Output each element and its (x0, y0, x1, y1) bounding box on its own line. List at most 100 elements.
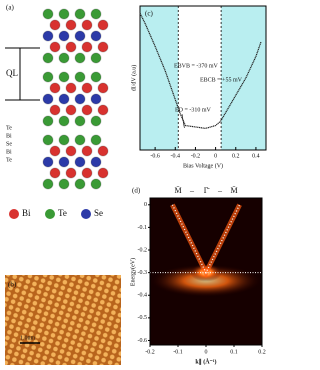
y-tick-label: -0.6 (138, 338, 148, 344)
atom (65, 145, 77, 157)
atom (90, 30, 102, 42)
y-tick-label: -0.4 (138, 293, 148, 299)
x-tick-label: 0 (214, 153, 217, 159)
atom (90, 115, 102, 127)
annotation: ED = -310 mV (175, 107, 212, 113)
atom (49, 104, 61, 116)
atom (81, 82, 93, 94)
top-label: – (189, 186, 195, 195)
y-tick-label: -0.5 (138, 315, 148, 321)
atom (42, 115, 54, 127)
atom (49, 82, 61, 94)
atom (49, 41, 61, 53)
atom (49, 19, 61, 31)
legend-swatch (9, 209, 19, 219)
atom (97, 104, 109, 116)
atom (81, 145, 93, 157)
x-tick-label: -0.2 (191, 153, 201, 159)
atom (49, 167, 61, 179)
atom (97, 82, 109, 94)
atom (42, 156, 54, 168)
y-tick-label: 0 (144, 202, 147, 208)
atom (65, 19, 77, 31)
atom (42, 71, 54, 83)
atom (74, 178, 86, 190)
x-tick-label: 0.1 (230, 349, 238, 355)
atom (81, 19, 93, 31)
x-tick-label: 0.2 (258, 349, 266, 355)
atom (42, 30, 54, 42)
atom (58, 178, 70, 190)
atom (42, 52, 54, 64)
atom (42, 93, 54, 105)
atom (81, 41, 93, 53)
atom (58, 115, 70, 127)
atom (58, 30, 70, 42)
atom (74, 156, 86, 168)
atom (90, 134, 102, 146)
atom (49, 145, 61, 157)
dirac-cone (171, 204, 241, 275)
atom (58, 134, 70, 146)
legend-swatch (81, 209, 91, 219)
atom (65, 82, 77, 94)
x-tick-label: -0.4 (171, 153, 181, 159)
legend-label: Te (58, 208, 67, 218)
atom (74, 134, 86, 146)
x-axis-label: Bias Voltage (V) (183, 162, 223, 169)
annotation: EBCB = +55 mV (200, 77, 243, 83)
atom (42, 178, 54, 190)
top-label: M̄ (230, 186, 237, 195)
atom (58, 93, 70, 105)
layer-label: Bi (6, 149, 12, 155)
layer-label: Te (6, 157, 12, 163)
y-axis-label: dI/dV (a.u) (130, 65, 137, 92)
atom (74, 71, 86, 83)
curve (139, 12, 262, 130)
atom (74, 52, 86, 64)
x-tick-label: 0.4 (252, 153, 260, 159)
annotation: EBVB = -370 mV (174, 63, 219, 69)
panel-label: (d) (132, 187, 141, 195)
atom (58, 156, 70, 168)
x-tick-label: 0.2 (232, 153, 240, 159)
atom (97, 41, 109, 53)
atom (58, 52, 70, 64)
panel-label: (b) (8, 281, 17, 289)
atom (65, 41, 77, 53)
atom (97, 19, 109, 31)
shade (140, 6, 179, 150)
x-tick-label: 0 (205, 349, 208, 355)
layer-label: Se (6, 141, 12, 147)
legend-label: Bi (22, 208, 31, 218)
top-label: M̄ (174, 186, 181, 195)
atom (90, 8, 102, 20)
top-label: – (217, 186, 223, 195)
atom (90, 178, 102, 190)
atom (97, 145, 109, 157)
atom (90, 52, 102, 64)
legend-label: Se (94, 208, 103, 218)
atom (97, 167, 109, 179)
panel-label: (c) (145, 10, 153, 18)
shade (221, 6, 266, 150)
arrow (181, 113, 185, 129)
x-tick-label: -0.1 (173, 349, 183, 355)
atom (74, 115, 86, 127)
stm-image (5, 275, 121, 365)
x-axis-label: k∥ (Å⁻¹) (195, 357, 216, 365)
panel-label: (a) (6, 4, 14, 12)
scale-label: 1.0nm (20, 335, 36, 341)
ql-label: QL (6, 68, 18, 78)
atom (65, 104, 77, 116)
legend-swatch (45, 209, 55, 219)
atom (42, 8, 54, 20)
plot-frame (139, 5, 267, 151)
atom (42, 134, 54, 146)
atom (74, 93, 86, 105)
atom (65, 167, 77, 179)
atom (74, 8, 86, 20)
layer-label: Te (6, 125, 12, 131)
x-tick-label: -0.2 (145, 349, 155, 355)
top-label: Γ̄ (204, 186, 211, 195)
